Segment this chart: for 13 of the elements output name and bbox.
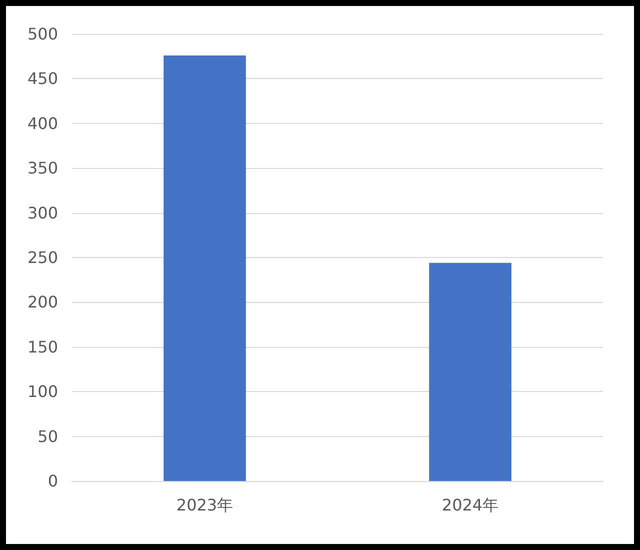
y-tick-label: 0	[48, 472, 58, 490]
y-tick-label: 400	[27, 114, 58, 133]
y-tick-label: 450	[27, 69, 58, 88]
y-tick-label: 250	[27, 248, 58, 267]
x-tick-label: 2023年	[176, 496, 234, 514]
y-tick-label: 500	[27, 24, 58, 44]
y-tick-label: 300	[27, 203, 58, 222]
y-tick-label: 150	[27, 337, 58, 356]
y-tick-label: 100	[27, 382, 58, 402]
x-tick-label: 2024年	[442, 496, 499, 514]
y-tick-label: 50	[38, 426, 58, 446]
y-tick-label: 350	[27, 158, 58, 178]
y-tick-label: 200	[27, 292, 58, 312]
